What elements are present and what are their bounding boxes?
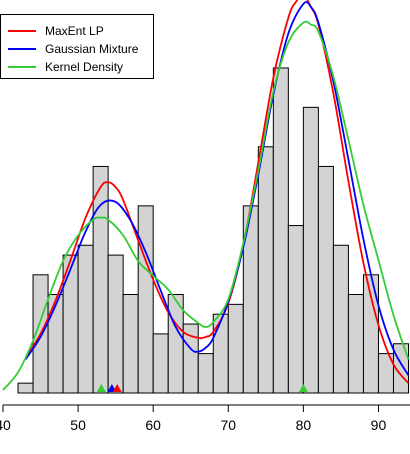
x-tick-label: 40 bbox=[0, 417, 11, 433]
x-tick-label: 70 bbox=[220, 417, 236, 433]
mode-marker-2 bbox=[112, 384, 122, 392]
histogram-bar-10 bbox=[167, 294, 184, 394]
density-line-1 bbox=[24, 1, 410, 376]
histogram-bar-7 bbox=[122, 294, 139, 394]
x-axis: 40 50 60 70 80 90 bbox=[0, 404, 410, 433]
histogram-bar-9 bbox=[152, 333, 169, 394]
histogram-bar-20 bbox=[317, 165, 334, 394]
x-tick-label: 50 bbox=[70, 417, 86, 433]
histogram-bar-12 bbox=[197, 353, 214, 394]
mode-marker-0 bbox=[96, 384, 106, 392]
histogram-bar-22 bbox=[347, 294, 364, 394]
mode-markers bbox=[96, 384, 308, 392]
histogram-bar-8 bbox=[137, 205, 154, 394]
histogram-bar-19 bbox=[302, 106, 319, 394]
x-tick-label: 60 bbox=[145, 417, 161, 433]
histogram-bar-18 bbox=[287, 225, 304, 394]
legend-label-0: MaxEnt LP bbox=[45, 24, 104, 38]
legend-label-1: Gaussian Mixture bbox=[45, 42, 139, 56]
histogram-bar-14 bbox=[227, 303, 244, 394]
histogram-bar-2 bbox=[47, 294, 64, 394]
histogram-bar-23 bbox=[362, 274, 379, 394]
legend: MaxEnt LP Gaussian Mixture Kernel Density bbox=[0, 14, 154, 79]
histogram-bar-0 bbox=[17, 382, 34, 394]
density-line-2 bbox=[2, 20, 410, 391]
histogram-bar-6 bbox=[107, 254, 124, 394]
histogram-bar-21 bbox=[332, 244, 349, 394]
histogram-bar-17 bbox=[272, 67, 289, 394]
x-tick-label: 80 bbox=[296, 417, 312, 433]
histogram-bar-16 bbox=[257, 146, 274, 394]
histogram-bar-13 bbox=[212, 313, 229, 394]
histogram-bar-4 bbox=[77, 244, 94, 394]
x-tick-label: 90 bbox=[371, 417, 387, 433]
density-curves bbox=[2, 0, 410, 391]
mode-marker-3 bbox=[298, 384, 308, 392]
histogram-bars bbox=[17, 67, 409, 394]
legend-label-2: Kernel Density bbox=[45, 60, 123, 74]
